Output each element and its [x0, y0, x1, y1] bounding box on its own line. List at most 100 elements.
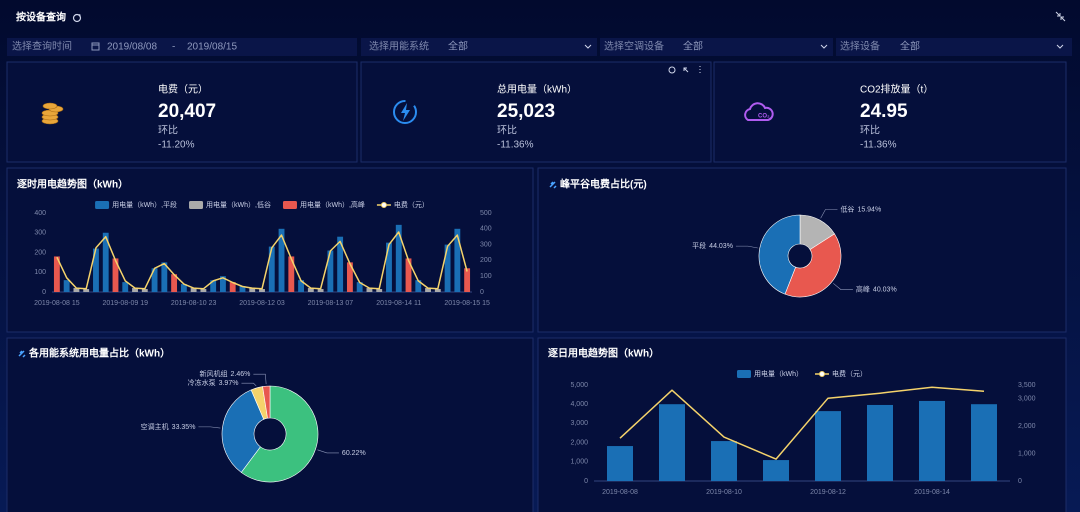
leader-line	[198, 426, 221, 429]
date-separator: -	[172, 42, 175, 53]
bar	[337, 236, 344, 292]
y-tick-label: 1,000	[570, 459, 588, 466]
start-date[interactable]: 2019/08/08	[107, 42, 157, 53]
slice-label-value: 33.35%	[172, 424, 196, 431]
system-filter[interactable]	[361, 38, 597, 56]
y-tick-label: 2,000	[1018, 423, 1036, 430]
bar	[867, 404, 893, 481]
slice-label-name: 空调主机	[141, 422, 169, 431]
slice-label-name: 高峰	[856, 285, 870, 294]
bar	[93, 248, 99, 292]
collapse-button[interactable]	[1055, 11, 1066, 22]
legend-swatch	[380, 202, 387, 208]
leader-line	[241, 382, 257, 387]
y-tick-label: 100	[34, 269, 46, 276]
kpi-compare-value: -11.20%	[158, 140, 195, 151]
kpi-compare-label: 环比	[860, 125, 880, 137]
bar	[376, 289, 383, 292]
slice-label: 低谷 15.94%	[840, 204, 881, 213]
filter-value[interactable]: 全部	[683, 40, 703, 53]
bar	[395, 224, 402, 292]
x-tick-label: 2019-08-10 23	[171, 300, 217, 307]
bar	[83, 289, 90, 292]
bar	[327, 250, 334, 292]
dropdown-arrow[interactable]	[1056, 44, 1064, 49]
y-tick-label: 4,000	[570, 401, 588, 408]
y-tick-label: 3,000	[570, 420, 588, 427]
filter-value[interactable]: 全部	[900, 40, 920, 53]
legend-label: 用电量（kWh）,高峰	[300, 200, 365, 209]
slice-label-value: 2.46%	[231, 371, 251, 378]
link-icon	[18, 350, 26, 358]
chart-title: 逐日用电趋势图（kWh）	[548, 347, 659, 360]
y-tick-label: 0	[42, 289, 46, 296]
bar	[200, 289, 207, 292]
y-tick-label: 3,000	[1018, 396, 1036, 403]
y-tick-label: 200	[480, 257, 492, 264]
refresh-button[interactable]	[72, 13, 82, 23]
kpi-label: 电费（元）	[158, 83, 208, 96]
slice-label-value: 60.22%	[342, 450, 366, 457]
y-tick-label: 0	[480, 289, 484, 296]
kpi-label: 总用电量（kWh）	[497, 83, 577, 96]
power-icon	[393, 100, 417, 124]
dropdown-arrow[interactable]	[584, 44, 592, 49]
bar	[919, 400, 945, 481]
bar	[711, 441, 737, 481]
bar	[171, 274, 178, 292]
bar	[366, 288, 373, 292]
bar	[405, 258, 412, 292]
bar	[180, 284, 187, 292]
legend-swatch	[95, 201, 110, 209]
bar	[239, 286, 246, 292]
svg-text:CO₂: CO₂	[758, 114, 770, 120]
filter-value[interactable]: 全部	[448, 40, 468, 53]
slice-label: 60.22%	[342, 450, 366, 457]
y-tick-label: 400	[480, 226, 492, 233]
slice-label-name: 新风机组	[200, 369, 228, 378]
bar	[229, 282, 236, 292]
bar	[63, 280, 70, 292]
bar	[73, 288, 80, 292]
legend-label: 电费（元）	[394, 200, 429, 209]
y-tick-label: 1,000	[1018, 450, 1036, 457]
bar	[220, 276, 226, 292]
bar	[190, 288, 197, 292]
bar	[444, 244, 451, 292]
chart-title: 各用能系统用电量占比（kWh）	[28, 347, 170, 360]
bar	[141, 289, 148, 292]
legend: 用电量（kWh） 电费（元）	[737, 369, 867, 378]
kpi-card	[713, 61, 1067, 163]
kpi-compare-value: -11.36%	[497, 140, 534, 151]
y-tick-label: 300	[34, 230, 46, 237]
slice-label-name: 低谷	[840, 204, 854, 213]
x-tick-label: 2019-08-08	[602, 489, 638, 496]
x-tick-label: 2019-08-14 11	[376, 300, 421, 307]
legend-swatch	[819, 371, 825, 377]
slice-label-value: 15.94%	[857, 206, 881, 213]
bar	[415, 280, 422, 292]
co2-icon: CO₂	[744, 102, 774, 121]
ac-filter[interactable]	[600, 38, 833, 56]
legend-label: 用电量（kWh）,低谷	[206, 200, 271, 209]
bar	[259, 289, 265, 292]
bar	[317, 289, 324, 292]
y-tick-label: 0	[1018, 478, 1022, 485]
y-tick-label: 500	[480, 210, 492, 217]
y-tick-label: 0	[584, 478, 588, 485]
end-date[interactable]: 2019/08/15	[187, 42, 237, 53]
x-tick-label: 2019-08-12 03	[239, 300, 285, 307]
bar	[971, 404, 997, 481]
bar	[763, 460, 789, 481]
dropdown-arrow[interactable]	[820, 44, 828, 49]
bar	[659, 404, 685, 481]
slice-label: 空调主机 33.35%	[141, 422, 196, 431]
legend-swatch	[737, 370, 751, 378]
kpi-label: CO2排放量（t）	[860, 83, 933, 96]
device-filter[interactable]	[836, 38, 1072, 56]
y-tick-label: 300	[480, 241, 492, 248]
card-tools[interactable]	[668, 66, 701, 74]
legend-label: 电费（元）	[832, 369, 867, 378]
y-tick-label: 200	[34, 249, 46, 256]
x-tick-label: 2019-08-09 19	[102, 300, 148, 307]
